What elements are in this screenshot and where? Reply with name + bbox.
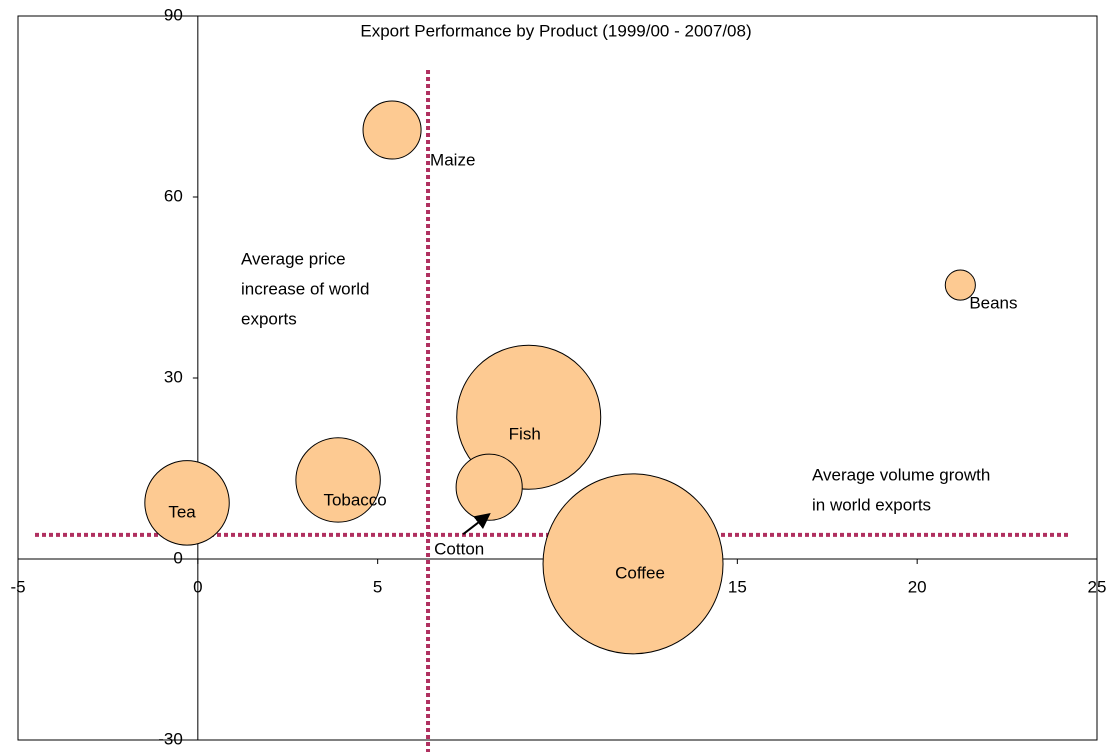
bubble: [455, 453, 523, 521]
annotation: Average price: [241, 249, 346, 268]
bubble-label: Coffee: [615, 563, 665, 582]
bubble: [944, 269, 976, 301]
y-tick-label: 30: [164, 367, 183, 386]
bubble-label: Beans: [969, 294, 1017, 313]
bubble: [456, 344, 602, 490]
annotation: in world exports: [812, 495, 931, 514]
y-tick-label: 0: [173, 548, 182, 567]
y-tick-label: 60: [164, 186, 183, 205]
bubble-label: Cotton: [434, 540, 484, 559]
x-tick-label: 25: [1088, 577, 1107, 596]
annotation: increase of world: [241, 279, 370, 298]
x-tick-label: 0: [193, 577, 202, 596]
bubble-label: Fish: [509, 425, 541, 444]
bubble: [542, 473, 724, 655]
bubble: [362, 100, 422, 160]
x-tick-label: 5: [373, 577, 382, 596]
annotation: Average volume growth: [812, 465, 990, 484]
bubble: [144, 460, 230, 546]
annotation: exports: [241, 309, 297, 328]
x-tick-label: 15: [728, 577, 747, 596]
bubble-label: Tea: [168, 502, 196, 521]
label-arrow: [462, 512, 491, 535]
x-tick-label: 20: [908, 577, 927, 596]
bubble: [295, 437, 381, 523]
x-tick-label: -5: [10, 577, 25, 596]
y-tick-label: 90: [164, 5, 183, 24]
chart-title: Export Performance by Product (1999/00 -…: [360, 21, 751, 40]
plot-border: [17, 15, 1098, 741]
bubble-label: Maize: [430, 151, 475, 170]
bubble-label: Tobacco: [323, 490, 386, 509]
y-tick-label: -30: [158, 729, 183, 748]
